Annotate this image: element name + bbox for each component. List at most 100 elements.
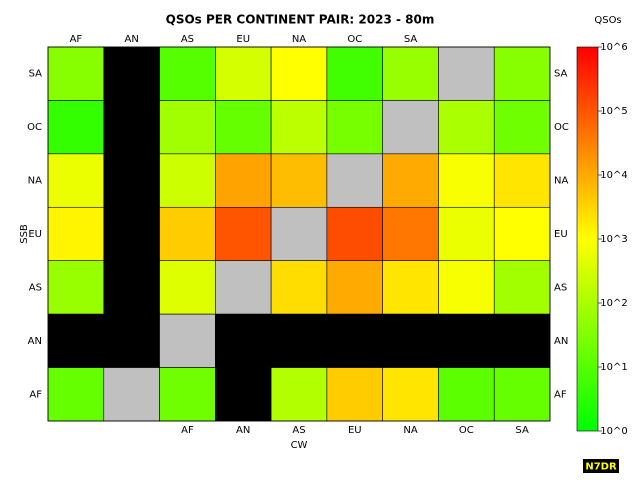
cell: [382, 206, 439, 262]
x-bottom-label: EU: [348, 425, 362, 436]
colorbar-tick-label: 10^5: [600, 106, 627, 117]
x-bottom-label: AN: [236, 425, 250, 436]
cell: [159, 153, 216, 208]
cell: [326, 367, 383, 422]
cell: [382, 153, 439, 208]
cell: [438, 206, 495, 262]
cell: [382, 46, 439, 101]
cell: [47, 100, 105, 155]
y-tick-label-right: SA: [554, 69, 568, 80]
cell: [438, 260, 495, 315]
cell: [159, 260, 216, 315]
y-tick-label: SA: [29, 69, 43, 80]
x-top-label: SA: [404, 34, 418, 45]
y-tick-label: EU: [28, 229, 42, 240]
cell: [215, 153, 272, 208]
y-tick-label-right: AN: [554, 336, 568, 347]
no-data-cell: [103, 206, 160, 262]
diagonal-cell: [159, 313, 216, 368]
no-data-cell: [215, 367, 272, 422]
colorbar-tick-label: 10^3: [600, 234, 627, 245]
y-tick-label: AN: [28, 336, 42, 347]
x-top-label: OC: [347, 34, 362, 45]
no-data-cell: [438, 313, 495, 368]
y-tick-label-right: AS: [554, 282, 567, 293]
x-top-label: EU: [236, 34, 250, 45]
cell: [326, 206, 383, 262]
plot-frame: [47, 46, 551, 422]
cell: [326, 260, 383, 315]
cell: [493, 153, 551, 208]
cell: [270, 100, 328, 155]
cell: [215, 46, 272, 101]
y-tick-label: AF: [29, 389, 42, 400]
cell: [382, 260, 439, 315]
cell: [326, 100, 383, 155]
cell: [493, 367, 551, 422]
cell: [270, 153, 328, 208]
diagonal-cell: [438, 46, 495, 101]
no-data-cell: [103, 153, 160, 208]
diagonal-cell: [103, 367, 160, 422]
cell: [493, 206, 551, 262]
cell: [47, 367, 105, 422]
footer: N7DR: [585, 462, 617, 473]
cell: [47, 153, 105, 208]
cell: [159, 206, 216, 262]
cell: [159, 100, 216, 155]
cell: [270, 46, 328, 101]
cell: [159, 46, 216, 101]
colorbar: [576, 46, 599, 432]
cell: [493, 260, 551, 315]
no-data-cell: [215, 313, 272, 368]
cell: [438, 153, 495, 208]
no-data-cell: [493, 313, 551, 368]
x-bottom-label: NA: [403, 425, 417, 436]
cell: [382, 367, 439, 422]
cell: [438, 367, 495, 422]
cell: [215, 100, 272, 155]
x-bottom-label: OC: [459, 425, 474, 436]
y-tick-label-right: OC: [554, 122, 569, 133]
x-axis-label: CW: [291, 440, 308, 451]
no-data-cell: [382, 313, 439, 368]
y-tick-label: OC: [27, 122, 42, 133]
no-data-cell: [103, 46, 160, 101]
diagonal-cell: [326, 153, 383, 208]
y-tick-label-right: AF: [554, 389, 567, 400]
colorbar-tick-label: 10^6: [600, 42, 627, 53]
footer-badge: [583, 459, 619, 473]
colorbar-tick-label: 10^4: [600, 170, 627, 181]
cell: [326, 46, 383, 101]
y-tick-label: AS: [29, 282, 42, 293]
no-data-cell: [103, 100, 160, 155]
colorbar-tick-label: 10^0: [600, 426, 627, 437]
diagonal-cell: [270, 206, 328, 262]
x-top-label: AN: [125, 34, 139, 45]
cell: [270, 367, 328, 422]
cell: [215, 206, 272, 262]
no-data-cell: [326, 313, 383, 368]
cell: [159, 367, 216, 422]
no-data-cell: [270, 313, 328, 368]
y-tick-label: NA: [28, 176, 42, 187]
cell: [47, 46, 105, 101]
diagonal-cell: [215, 260, 272, 315]
colorbar-tick-label: 10^2: [600, 298, 627, 309]
no-data-cell: [103, 313, 160, 368]
cell: [493, 100, 551, 155]
x-bottom-label: AS: [292, 425, 305, 436]
x-bottom-label: AF: [181, 425, 194, 436]
colorbar-tick-label: 10^1: [600, 362, 627, 373]
cell: [47, 260, 105, 315]
y-tick-label-right: NA: [554, 176, 568, 187]
diagonal-cell: [382, 100, 439, 155]
cell: [493, 46, 551, 101]
chart-title: QSOs PER CONTINENT PAIR: 2023 - 80m: [166, 13, 435, 27]
cell: [270, 260, 328, 315]
no-data-cell: [47, 313, 105, 368]
y-tick-label-right: EU: [554, 229, 568, 240]
cell: [438, 100, 495, 155]
cell: [47, 206, 105, 262]
